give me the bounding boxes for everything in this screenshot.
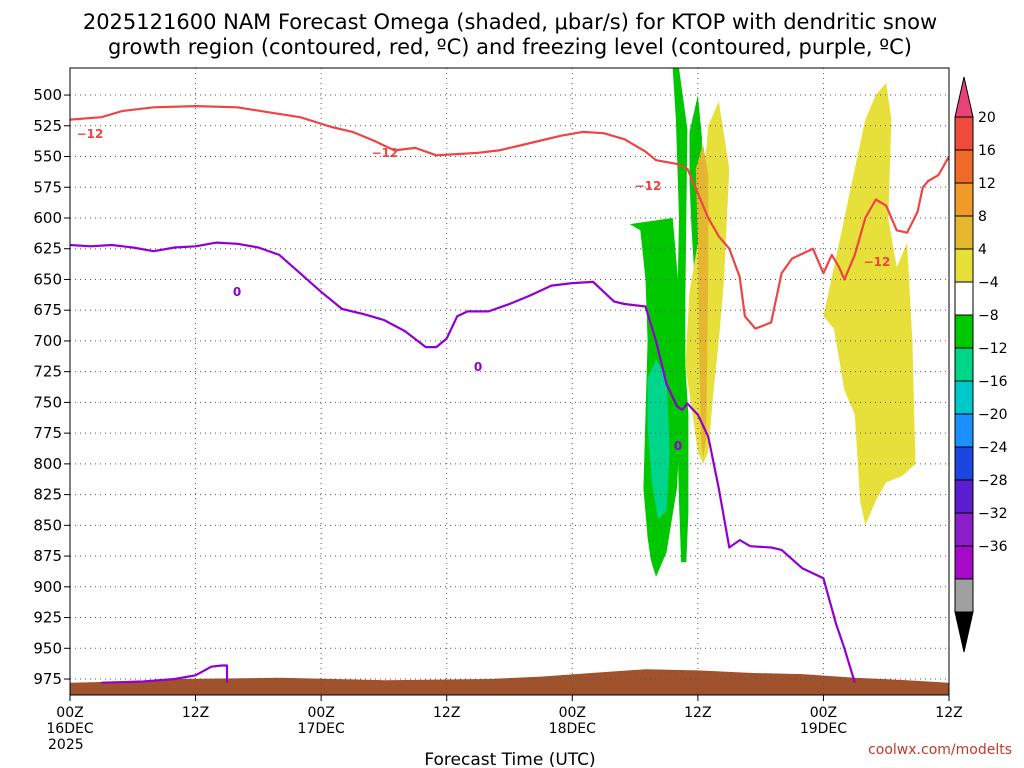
colorbar-label-9: −20 — [978, 407, 1008, 423]
x-tick-label-0-1: 16DEC — [46, 721, 93, 737]
y-axis-ticks: 500 525 550 575 600 625 650 675 700 725 750 775 800 8… — [33, 86, 70, 688]
colorbar-swatch-11 — [954, 446, 974, 481]
y-tick-label-3: 575 — [33, 178, 62, 196]
purple-contour-label-3: 0 — [674, 439, 682, 453]
colorbar-label-7: −12 — [978, 341, 1008, 357]
colorbar-label-11: −28 — [978, 473, 1008, 489]
colorbar-swatch-14 — [954, 545, 974, 580]
shaded-region-6 — [695, 144, 709, 458]
colorbar-bottom-arrow — [954, 611, 974, 653]
colorbar-label-4: 4 — [978, 242, 987, 258]
y-tick-label-14: 850 — [33, 516, 62, 534]
x-tick-label-4-1: 18DEC — [549, 721, 596, 737]
colorbar-swatch-8 — [954, 347, 974, 382]
colorbar-swatch-10 — [954, 413, 974, 448]
y-tick-label-12: 800 — [33, 455, 62, 473]
shaded-region-1 — [672, 68, 689, 563]
x-tick-label-5-0: 12Z — [684, 705, 711, 721]
y-tick-label-4: 600 — [33, 209, 62, 227]
colorbar-swatch-4 — [954, 215, 974, 250]
credit-text: coolwx.com/modelts — [868, 742, 1012, 758]
red-contour-label-2: −12 — [372, 146, 399, 160]
colorbar-swatch-5 — [954, 248, 974, 283]
omega-shading-layer — [70, 68, 949, 695]
x-tick-label-6-1: 19DEC — [800, 721, 847, 737]
colorbar-swatch-7 — [954, 314, 974, 349]
purple-contour-label-2: 0 — [474, 360, 482, 374]
red-contour-label-4: −12 — [864, 255, 891, 269]
colorbar-label-5: −4 — [978, 275, 999, 291]
colorbar-label-2: 12 — [978, 176, 996, 192]
y-tick-label-13: 825 — [33, 486, 62, 504]
x-tick-label-7-0: 12Z — [935, 705, 962, 721]
colorbar: 20 16 12 8 4 −4 −8 −12 −16 −20 −24 −28 −32 −36 — [954, 76, 1008, 653]
purple-contour-label-1: 0 — [233, 285, 241, 299]
colorbar-label-10: −24 — [978, 440, 1008, 456]
y-tick-label-18: 950 — [33, 639, 62, 657]
y-tick-label-6: 650 — [33, 270, 62, 288]
x-tick-label-6-0: 00Z — [810, 705, 837, 721]
x-tick-label-2-1: 17DEC — [298, 721, 345, 737]
y-tick-label-9: 725 — [33, 363, 62, 381]
red-contour-label-1: −12 — [77, 127, 104, 141]
y-tick-label-16: 900 — [33, 578, 62, 596]
colorbar-label-1: 16 — [978, 143, 996, 159]
shaded-region-3 — [647, 359, 670, 520]
plot-area — [70, 68, 949, 695]
chart-title-line-2: growth region (contoured, red, ºC) and f… — [108, 35, 912, 59]
colorbar-label-3: 8 — [978, 209, 987, 225]
colorbar-label-6: −8 — [978, 308, 999, 324]
y-tick-label-8: 700 — [33, 332, 62, 350]
x-tick-label-0-0: 00Z — [56, 705, 83, 721]
plot-frame — [69, 67, 950, 696]
chart-title-line-1: 2025121600 NAM Forecast Omega (shaded, μ… — [83, 10, 937, 34]
shaded-region-5 — [823, 82, 916, 526]
x-tick-label-0-2: 2025 — [48, 737, 84, 753]
y-tick-label-5: 625 — [33, 240, 62, 258]
red-contour-label-3: −12 — [635, 179, 662, 193]
colorbar-label-0: 20 — [978, 110, 996, 126]
y-tick-label-17: 925 — [33, 609, 62, 627]
colorbar-top-arrow — [954, 76, 974, 118]
x-tick-label-4-0: 00Z — [559, 705, 586, 721]
y-tick-label-2: 550 — [33, 148, 62, 166]
colorbar-swatch-3 — [954, 182, 974, 217]
x-tick-label-1-0: 12Z — [182, 705, 209, 721]
colorbar-swatch-15 — [954, 578, 974, 613]
y-tick-label-1: 525 — [33, 117, 62, 135]
y-tick-label-10: 750 — [33, 393, 62, 411]
y-tick-label-0: 500 — [33, 86, 62, 104]
y-tick-label-7: 675 — [33, 301, 62, 319]
contour-line-2 — [101, 664, 229, 684]
colorbar-label-8: −16 — [978, 374, 1008, 390]
colorbar-label-13: −36 — [978, 539, 1008, 555]
contour-line-0 — [70, 104, 949, 330]
x-tick-label-3-0: 12Z — [433, 705, 460, 721]
colorbar-swatch-1 — [954, 116, 974, 151]
shaded-region-7 — [70, 669, 949, 695]
colorbar-swatch-13 — [954, 512, 974, 547]
x-tick-label-2-0: 00Z — [307, 705, 334, 721]
contour-layer — [70, 104, 949, 684]
y-tick-label-19: 975 — [33, 670, 62, 688]
colorbar-swatch-12 — [954, 479, 974, 514]
contour-line-1 — [70, 241, 856, 684]
colorbar-swatch-2 — [954, 149, 974, 184]
y-tick-label-15: 875 — [33, 547, 62, 565]
colorbar-swatch-9 — [954, 380, 974, 415]
x-axis-label: Forecast Time (UTC) — [424, 750, 595, 768]
colorbar-label-12: −32 — [978, 506, 1008, 522]
y-tick-label-11: 775 — [33, 424, 62, 442]
colorbar-swatch-6 — [954, 281, 974, 316]
